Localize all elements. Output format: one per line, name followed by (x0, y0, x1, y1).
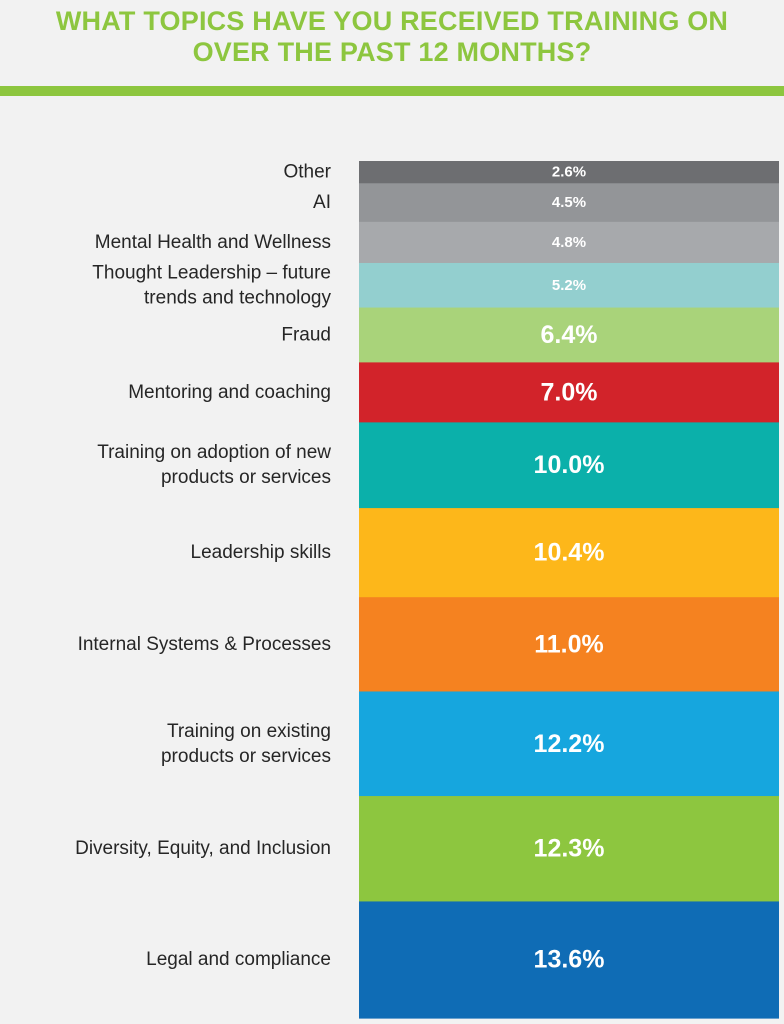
category-label: Diversity, Equity, and Inclusion (75, 838, 331, 859)
value-label: 4.5% (552, 194, 586, 211)
value-label: 4.8% (552, 234, 586, 251)
category-label: products or services (161, 467, 331, 488)
stacked-bar-chart: 2.6% Other 4.5% AI 4.8% Mental Health and Wel… (0, 0, 784, 1024)
value-label: 10.4% (534, 539, 605, 567)
value-label: 12.2% (534, 730, 605, 758)
category-label: AI (313, 192, 331, 213)
value-label: 2.6% (552, 164, 586, 181)
category-label: Legal and compliance (146, 949, 331, 970)
category-label: Other (283, 162, 331, 183)
category-label: Training on adoption of new (97, 442, 331, 463)
category-label: trends and technology (144, 287, 331, 308)
category-label: Mentoring and coaching (128, 382, 331, 403)
value-label: 12.3% (534, 835, 605, 863)
value-label: 11.0% (534, 630, 604, 658)
category-label: Fraud (281, 324, 331, 345)
category-label: Mental Health and Wellness (95, 232, 331, 253)
category-label: products or services (161, 746, 331, 767)
category-label: Leadership skills (191, 542, 331, 563)
value-label: 7.0% (541, 378, 598, 406)
value-label: 6.4% (541, 321, 598, 349)
value-label: 10.0% (534, 451, 605, 479)
category-label: Internal Systems & Processes (78, 634, 331, 655)
category-label: Training on existing (167, 721, 331, 742)
category-label: Thought Leadership – future (92, 262, 331, 283)
value-label: 13.6% (534, 946, 605, 974)
value-label: 5.2% (552, 277, 586, 294)
